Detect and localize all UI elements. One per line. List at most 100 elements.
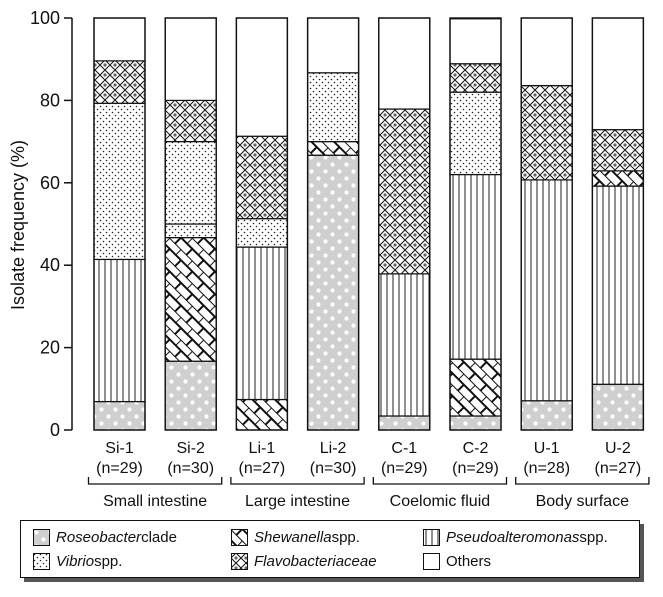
x-tick-n-label: (n=29)	[452, 460, 499, 477]
bar-outline	[164, 17, 217, 431]
bar-segment-shewanella	[235, 398, 288, 431]
bar-segment-pseudoalteromonas	[378, 273, 431, 417]
bar-segment-roseobacter	[520, 400, 573, 431]
bar-outline	[449, 17, 502, 431]
group-bracket	[372, 477, 508, 485]
legend-label-vibrio-rest: spp.	[94, 553, 123, 570]
bar-segment-flavobacteriaceae	[449, 63, 502, 93]
bar-segment-vibrio	[93, 102, 146, 261]
bar-segment-flavobacteriaceae	[520, 84, 573, 181]
y-tick-label: 100	[30, 8, 60, 28]
x-tick-label: Li-1	[249, 440, 276, 457]
group-label: Small intestine	[103, 493, 207, 510]
y-axis-label: Isolate frequency (%)	[8, 140, 28, 310]
legend-item-vibrio: Vibrio spp.	[33, 553, 122, 570]
x-tick-n-label: (n=29)	[381, 460, 428, 477]
x-tick-n-label: (n=30)	[310, 460, 357, 477]
y-axis: 0 20 40 60 80 100	[30, 8, 73, 440]
legend-swatch-pseudoalteromonas	[423, 529, 440, 546]
bar-segment-shewanella	[449, 358, 502, 417]
x-tick-n-label: (n=28)	[523, 460, 570, 477]
legend-item-pseudoalteromonas: Pseudoalteromonas spp.	[423, 529, 608, 546]
bar-segment-vibrio	[164, 223, 217, 239]
bar-segment-flavobacteriaceae	[93, 60, 146, 104]
legend: Roseobacter clade Shewanella spp. Pseudo…	[20, 520, 640, 578]
x-tick-label: C-1	[391, 440, 417, 457]
legend-swatch-roseobacter	[33, 529, 50, 546]
y-tick-label: 0	[50, 420, 60, 440]
bar-segment-pseudoalteromonas	[449, 173, 502, 360]
group-bracket	[515, 477, 650, 485]
legend-item-roseobacter: Roseobacter clade	[33, 529, 177, 546]
y-tick-label: 20	[40, 338, 60, 358]
bar-segment-shewanella2	[591, 170, 645, 187]
bar-segment-vibrio3	[307, 72, 360, 143]
bar-segment-flavobacteriaceae	[591, 129, 645, 172]
bar-segment-shewanella	[164, 236, 217, 362]
bar-outline	[378, 17, 431, 431]
bar-segment-roseobacter	[307, 154, 360, 431]
legend-label-roseobacter-rest: clade	[141, 529, 177, 546]
legend-label-flavobacteriaceae-italic: Flavobacteriaceae	[254, 553, 377, 570]
bar-segment-others	[93, 17, 146, 62]
bar-segment-roseobacter	[164, 360, 217, 431]
legend-swatch-shewanella	[231, 529, 248, 546]
y-tick-label: 40	[40, 255, 60, 275]
legend-label-pseudoalteromonas-rest: spp.	[579, 529, 608, 546]
bar-segment-flavobacteriaceae	[164, 99, 217, 143]
x-tick-label: Li-2	[320, 440, 347, 457]
y-tick-label: 60	[40, 173, 60, 193]
group-label: Large intestine	[245, 493, 350, 510]
x-tick-label: Si-2	[176, 440, 205, 457]
x-tick-label: Si-1	[105, 440, 134, 457]
group-label: Body surface	[536, 493, 629, 510]
bar-outline	[235, 17, 289, 431]
legend-item-flavobacteriaceae: Flavobacteriaceae	[231, 553, 377, 570]
legend-swatch-others	[423, 553, 440, 570]
group-bracket	[230, 477, 365, 485]
group-bracket	[87, 477, 223, 485]
bar-segment-flavobacteriaceae	[378, 108, 431, 275]
legend-label-roseobacter-italic: Roseobacter	[56, 529, 142, 546]
bar-outline	[520, 17, 573, 431]
bars	[93, 17, 645, 431]
x-tick-n-label: (n=27)	[595, 460, 642, 477]
bar-outline	[306, 17, 360, 431]
x-axis-labels: Si-1 (n=29) Si-2 (n=30) Li-1 (n=27) Li-2 (n=30)…	[96, 440, 641, 477]
bar-segment-vibrio2	[164, 141, 217, 225]
bar-segment-vibrio2	[235, 218, 288, 248]
group-labels: Small intestine Large intestine Coelomic f…	[87, 477, 650, 510]
x-tick-n-label: (n=30)	[167, 460, 214, 477]
legend-label-shewanella-rest: spp.	[331, 529, 360, 546]
legend-label-pseudoalteromonas-italic: Pseudoalteromonas	[446, 529, 580, 546]
legend-item-shewanella: Shewanella spp.	[231, 529, 360, 546]
legend-label-vibrio-italic: Vibrio	[56, 553, 95, 570]
group-label: Coelomic fluid	[390, 493, 490, 510]
bar-segment-vibrio2	[449, 91, 502, 176]
bar-segment-others	[235, 17, 288, 137]
bar-segment-shewanella2	[307, 141, 360, 156]
y-tick-label: 80	[40, 90, 60, 110]
bar-segment-roseobacter	[591, 383, 645, 431]
legend-label-others: Others	[446, 553, 492, 570]
bar-segment-pseudoalteromonas	[591, 185, 645, 385]
bar-segment-roseobacter	[449, 415, 502, 431]
bar-segment-others	[307, 17, 360, 74]
bar-segment-others	[164, 17, 217, 102]
x-tick-label: U-1	[534, 440, 560, 457]
x-tick-label: C-2	[463, 440, 489, 457]
x-tick-n-label: (n=29)	[96, 460, 143, 477]
bar-segment-others	[378, 17, 431, 110]
bar-outline	[591, 17, 645, 431]
bar-segment-others	[520, 17, 573, 87]
legend-item-others: Others	[423, 553, 491, 570]
bar-segment-others	[591, 17, 645, 131]
bar-segment-pseudoalteromonas	[520, 179, 573, 402]
x-tick-n-label: (n=27)	[239, 460, 286, 477]
bar-outline	[93, 17, 146, 431]
bar-segment-others	[449, 18, 502, 65]
x-tick-label: U-2	[605, 440, 631, 457]
bar-segment-pseudoalteromonas	[93, 258, 146, 403]
legend-label-shewanella-italic: Shewanella	[254, 529, 332, 546]
